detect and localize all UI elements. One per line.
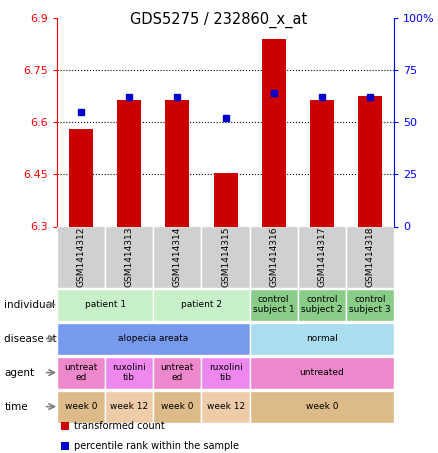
Text: untreat
ed: untreat ed <box>161 363 194 382</box>
Bar <box>153 390 201 423</box>
Text: week 0: week 0 <box>65 402 97 411</box>
Text: week 12: week 12 <box>110 402 148 411</box>
Bar <box>165 100 189 226</box>
Bar <box>105 390 153 423</box>
Bar <box>117 100 141 226</box>
Text: GSM1414316: GSM1414316 <box>269 227 278 287</box>
Bar <box>358 96 382 227</box>
Text: disease state: disease state <box>4 333 74 344</box>
Text: ruxolini
tib: ruxolini tib <box>112 363 146 382</box>
Bar <box>201 357 250 389</box>
Bar <box>57 357 105 389</box>
Text: time: time <box>4 401 28 412</box>
Bar <box>346 289 394 321</box>
Text: week 0: week 0 <box>161 402 194 411</box>
Bar <box>201 226 250 288</box>
Text: transformed count: transformed count <box>74 421 164 431</box>
Text: patient 1: patient 1 <box>85 300 126 309</box>
Text: control
subject 1: control subject 1 <box>253 295 295 314</box>
Bar <box>153 357 201 389</box>
Text: GSM1414314: GSM1414314 <box>173 227 182 287</box>
Text: GDS5275 / 232860_x_at: GDS5275 / 232860_x_at <box>131 11 307 28</box>
Bar <box>250 289 298 321</box>
Bar <box>105 357 153 389</box>
Bar <box>298 226 346 288</box>
Text: GSM1414317: GSM1414317 <box>318 227 326 287</box>
Text: control
subject 2: control subject 2 <box>301 295 343 314</box>
Bar <box>153 226 201 288</box>
Text: GSM1414315: GSM1414315 <box>221 227 230 287</box>
Text: patient 2: patient 2 <box>181 300 222 309</box>
Bar <box>346 226 394 288</box>
Bar <box>153 289 250 321</box>
Bar <box>250 323 394 355</box>
Text: GSM1414312: GSM1414312 <box>77 227 85 287</box>
Bar <box>250 390 394 423</box>
Text: week 12: week 12 <box>206 402 245 411</box>
Text: alopecia areata: alopecia areata <box>118 334 188 343</box>
Bar <box>57 289 153 321</box>
Text: untreat
ed: untreat ed <box>64 363 98 382</box>
Text: untreated: untreated <box>300 368 344 377</box>
Bar <box>69 129 93 226</box>
Text: percentile rank within the sample: percentile rank within the sample <box>74 441 239 451</box>
Bar <box>250 357 394 389</box>
Text: GSM1414318: GSM1414318 <box>366 227 374 287</box>
Text: control
subject 3: control subject 3 <box>349 295 391 314</box>
Text: agent: agent <box>4 367 35 378</box>
Bar <box>298 289 346 321</box>
Text: ruxolini
tib: ruxolini tib <box>208 363 243 382</box>
Text: individual: individual <box>4 299 55 310</box>
Bar <box>57 323 250 355</box>
Bar <box>57 390 105 423</box>
Bar <box>201 390 250 423</box>
Text: GSM1414313: GSM1414313 <box>125 227 134 287</box>
Bar <box>213 173 237 226</box>
Text: normal: normal <box>306 334 338 343</box>
Bar <box>310 100 334 226</box>
Text: week 0: week 0 <box>306 402 338 411</box>
Bar <box>57 226 105 288</box>
Bar <box>250 226 298 288</box>
Bar <box>261 39 286 226</box>
Bar <box>105 226 153 288</box>
